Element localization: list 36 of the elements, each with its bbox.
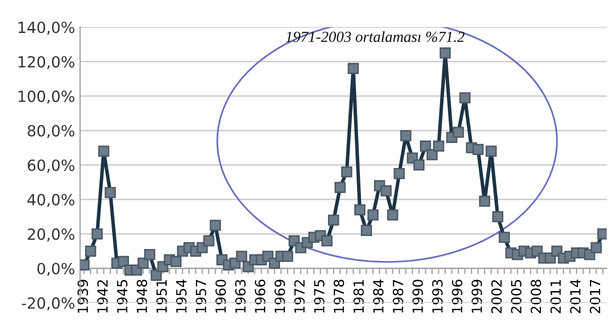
x-tick-label: 2008 xyxy=(530,280,542,314)
y-tick-label: 60,0% xyxy=(28,159,74,173)
x-tick-label: 1951 xyxy=(156,280,167,313)
y-tick-label: 120,0% xyxy=(18,56,74,70)
x-tick-label: 2014 xyxy=(570,280,581,314)
x-tick-label: 2002 xyxy=(491,280,502,314)
x-tick-label: 1969 xyxy=(274,280,286,313)
x-tick-label: 1999 xyxy=(472,280,482,313)
x-tick-label: 1990 xyxy=(412,280,423,313)
x-tick-label: 1948 xyxy=(136,280,148,313)
x-tick-label: 1963 xyxy=(235,280,246,313)
y-tick-label: 100,0% xyxy=(18,90,74,104)
y-tick-label: 20,0% xyxy=(28,228,74,242)
y-tick-label: 0,0% xyxy=(37,262,74,276)
x-tick-label: 2017 xyxy=(590,280,600,314)
y-tick-label: 80,0% xyxy=(28,124,74,138)
x-tick-label: 1987 xyxy=(392,280,404,313)
x-tick-label: 1984 xyxy=(373,280,384,313)
x-tick-label: 1942 xyxy=(97,280,108,313)
x-tick-label: 1972 xyxy=(294,280,305,313)
y-tick-label: 40,0% xyxy=(27,194,74,208)
x-tick-label: 2005 xyxy=(510,280,522,314)
x-tick-label: 1957 xyxy=(196,280,206,313)
x-tick-label: 1978 xyxy=(334,280,344,313)
x-tick-label: 1939 xyxy=(78,280,88,313)
x-tick-label: 1954 xyxy=(176,280,187,313)
x-tick-label: 2011 xyxy=(550,280,561,314)
x-tick-label: 1975 xyxy=(314,280,324,313)
x-tick-label: 1945 xyxy=(116,280,128,313)
x-tick-label: 1993 xyxy=(432,280,443,313)
y-tick-label: -20,0% xyxy=(22,297,74,310)
x-tick-label: 1981 xyxy=(353,280,364,313)
x-tick-label: 1966 xyxy=(254,280,266,313)
x-tick-label: 1960 xyxy=(215,280,226,313)
x-tick-label: 1996 xyxy=(452,280,462,313)
y-tick-label: 140,0% xyxy=(18,22,74,35)
